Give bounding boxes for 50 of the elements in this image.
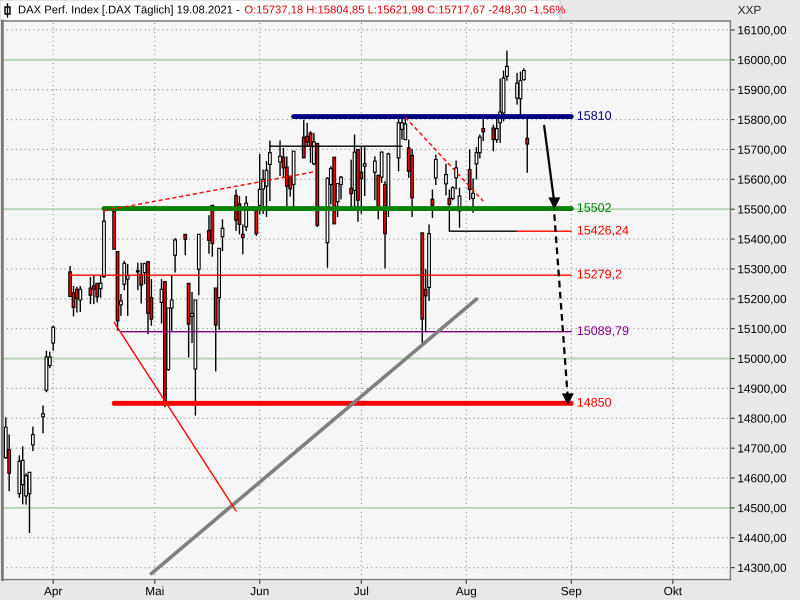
y-tick-label: 14300,00	[738, 564, 786, 574]
candlestick	[41, 404, 45, 434]
y-tick-label: 14400,00	[738, 534, 786, 544]
candlestick	[183, 234, 188, 256]
y-tick-label: 15400,00	[738, 235, 786, 245]
y-tick-label: 14600,00	[738, 474, 786, 484]
y-tick-label: 14700,00	[738, 444, 786, 454]
candlestick	[525, 117, 530, 174]
series-label: 15279,2	[578, 270, 622, 280]
y-tick-label: 15800,00	[738, 116, 786, 126]
candlestick	[51, 324, 56, 352]
y-tick-label: 16100,00	[738, 26, 786, 36]
x-tick-label: Apr	[44, 586, 62, 598]
x-tick-label: Jul	[354, 586, 368, 596]
candlestick	[515, 72, 519, 106]
chart-subtitle: O:15737,18 H:15804,85 L:15621,98 C:15717,67 -248,30 -1,56%	[244, 6, 565, 15]
series-label: 14850	[578, 398, 612, 407]
y-tick-label: 15700,00	[738, 145, 786, 156]
candlestick	[28, 472, 32, 534]
candlestick	[173, 237, 177, 274]
candlestick	[78, 285, 82, 313]
x-tick-label: Okt	[664, 586, 682, 596]
x-tick-label: Sep	[561, 586, 582, 598]
y-tick-label: 15900,00	[738, 86, 786, 96]
candlestick	[74, 286, 79, 314]
y-tick-label: 15200,00	[738, 294, 786, 305]
candlestick	[430, 188, 434, 219]
y-tick-label: 15100,00	[738, 324, 786, 334]
series-label: 15089,79	[578, 326, 628, 337]
series-label: 15426,24	[578, 226, 629, 236]
series-label: 15502	[578, 203, 611, 212]
chart-title: DAX Perf. Index [.DAX Täglich] 19.08.2021 -	[18, 5, 240, 16]
y-tick-label: 14800,00	[738, 414, 786, 424]
x-tick-label: Mai	[146, 586, 164, 596]
y-axis-title: XXP	[738, 6, 761, 14]
x-tick-label: Jun	[250, 586, 268, 596]
candlestick	[434, 154, 438, 186]
y-tick-label: 15300,00	[738, 264, 786, 275]
y-tick-label: 15600,00	[738, 175, 786, 186]
x-tick-label: Aug	[456, 586, 476, 598]
y-tick-label: 15000,00	[738, 354, 786, 364]
y-tick-label: 15500,00	[738, 205, 786, 215]
candlestick	[30, 426, 35, 452]
y-tick-label: 16000,00	[738, 56, 786, 66]
candlestick	[339, 175, 343, 200]
candlestick	[444, 163, 448, 196]
y-tick-label: 14500,00	[738, 504, 786, 514]
y-tick-label: 14900,00	[738, 384, 786, 394]
candlestick	[518, 70, 522, 116]
series-label: 15810	[578, 111, 612, 120]
